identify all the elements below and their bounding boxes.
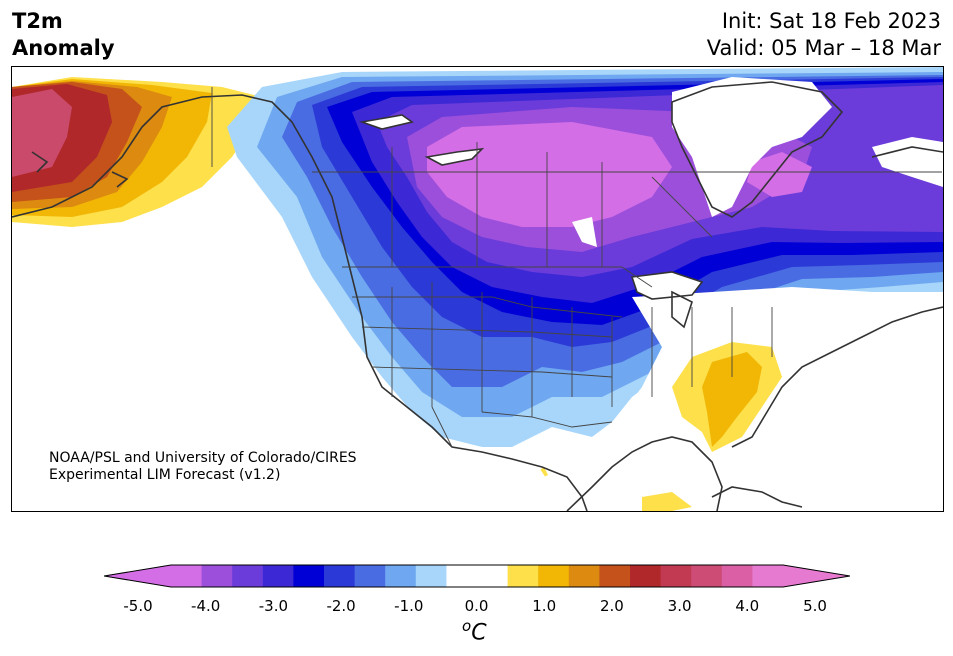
boundaries	[211, 87, 942, 448]
greenland	[672, 77, 832, 217]
map-title: T2m Anomaly	[12, 8, 115, 62]
colorbar-segment	[446, 565, 478, 587]
anomaly-map-canvas	[12, 67, 943, 511]
colorbar-segment	[171, 565, 203, 587]
valid-range: Valid: 05 Mar – 18 Mar	[706, 36, 941, 60]
colorbar-tick-label: 0.0	[464, 597, 489, 615]
colorbar-segment	[415, 565, 447, 587]
colorbar-tick-label: -2.0	[326, 597, 356, 615]
title-line-variable: T2m	[12, 9, 63, 33]
colorbar-segment	[232, 565, 264, 587]
anomaly-map	[11, 66, 944, 512]
init-date: Init: Sat 18 Feb 2023	[721, 9, 941, 33]
coastlines	[12, 81, 943, 511]
colorbar-segment	[752, 565, 784, 587]
forecast-credit: NOAA/PSL and University of Colorado/CIRE…	[49, 450, 357, 484]
colorbar-tick-labels: -5.0 -4.0 -3.0 -2.0 -1.0 0.0 1.0 2.0 3.0 4.0 5.0	[0, 597, 953, 617]
mexico-neutral	[422, 437, 592, 511]
units-celsius: C	[471, 620, 487, 646]
colorbar-outline	[104, 564, 850, 588]
title-line-field: Anomaly	[12, 36, 115, 60]
colorbar-tick-label: -4.0	[191, 597, 221, 615]
colorbar-segment	[660, 565, 692, 587]
colorbar-segment	[599, 565, 631, 587]
colorbar-segment	[538, 565, 570, 587]
colorbar	[104, 564, 850, 588]
colorbar-segment	[262, 565, 294, 587]
colorbar-extend-high	[783, 565, 850, 587]
colorbar-tick-label: -5.0	[123, 597, 153, 615]
colorbar-segment	[507, 565, 539, 587]
colorbar-segment	[568, 565, 600, 587]
colorbar-tick-label: 1.0	[532, 597, 557, 615]
credit-line-institution: NOAA/PSL and University of Colorado/CIRE…	[49, 450, 357, 466]
colorbar-tick-label: 3.0	[667, 597, 692, 615]
credit-line-model: Experimental LIM Forecast (v1.2)	[49, 467, 281, 483]
colorbar-units: oC	[462, 617, 487, 645]
colorbar-tick-label: 4.0	[735, 597, 760, 615]
colorbar-segment	[630, 565, 662, 587]
colorbar-extend-low	[104, 565, 171, 587]
forecast-dates: Init: Sat 18 Feb 2023 Valid: 05 Mar – 18…	[707, 8, 941, 62]
colorbar-segment	[721, 565, 753, 587]
colorbar-segment	[293, 565, 325, 587]
colorbar-segment	[324, 565, 356, 587]
colorbar-tick-label: 2.0	[599, 597, 624, 615]
colorbar-tick-label: -1.0	[394, 597, 424, 615]
colorbar-segment	[691, 565, 723, 587]
colorbar-segment	[477, 565, 509, 587]
colorbar-segment	[385, 565, 417, 587]
colorbar-tick-label: 5.0	[803, 597, 827, 615]
colorbar-tick-label: -3.0	[258, 597, 289, 615]
units-degree-symbol: o	[462, 617, 472, 635]
colorbar-segment	[201, 565, 233, 587]
colorbar-segment	[354, 565, 386, 587]
